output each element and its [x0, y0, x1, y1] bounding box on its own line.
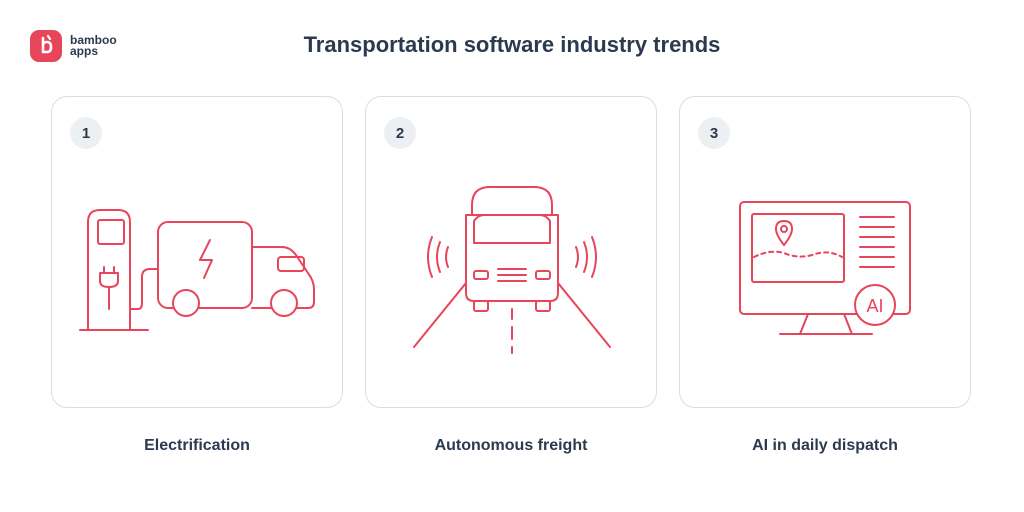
card-label-electrification: Electrification	[144, 437, 250, 454]
autonomous-truck-icon	[366, 97, 658, 409]
card-number-badge: 3	[698, 117, 730, 149]
brand-logo[interactable]: bamboo apps	[30, 30, 117, 62]
bamboo-logo-icon	[30, 30, 62, 62]
trend-card-autonomous-freight: 2	[365, 96, 657, 408]
brand-name: bamboo apps	[70, 33, 117, 58]
card-label-autonomous-freight: Autonomous freight	[434, 437, 588, 454]
brand-name-line1: bamboo	[70, 33, 117, 47]
card-number-badge: 1	[70, 117, 102, 149]
trend-card-electrification: 1	[51, 96, 343, 408]
page-title: Transportation software industry trends	[303, 32, 721, 57]
brand-name-line2: apps	[70, 44, 99, 58]
card-number-badge: 2	[384, 117, 416, 149]
ai-dispatch-monitor-icon: AI	[680, 97, 972, 409]
card-label-ai-dispatch: AI in daily dispatch	[752, 437, 898, 454]
trend-card-ai-dispatch: 3 AI	[679, 96, 971, 408]
ai-icon-label: AI	[866, 296, 883, 316]
electric-truck-charger-icon	[52, 97, 344, 409]
